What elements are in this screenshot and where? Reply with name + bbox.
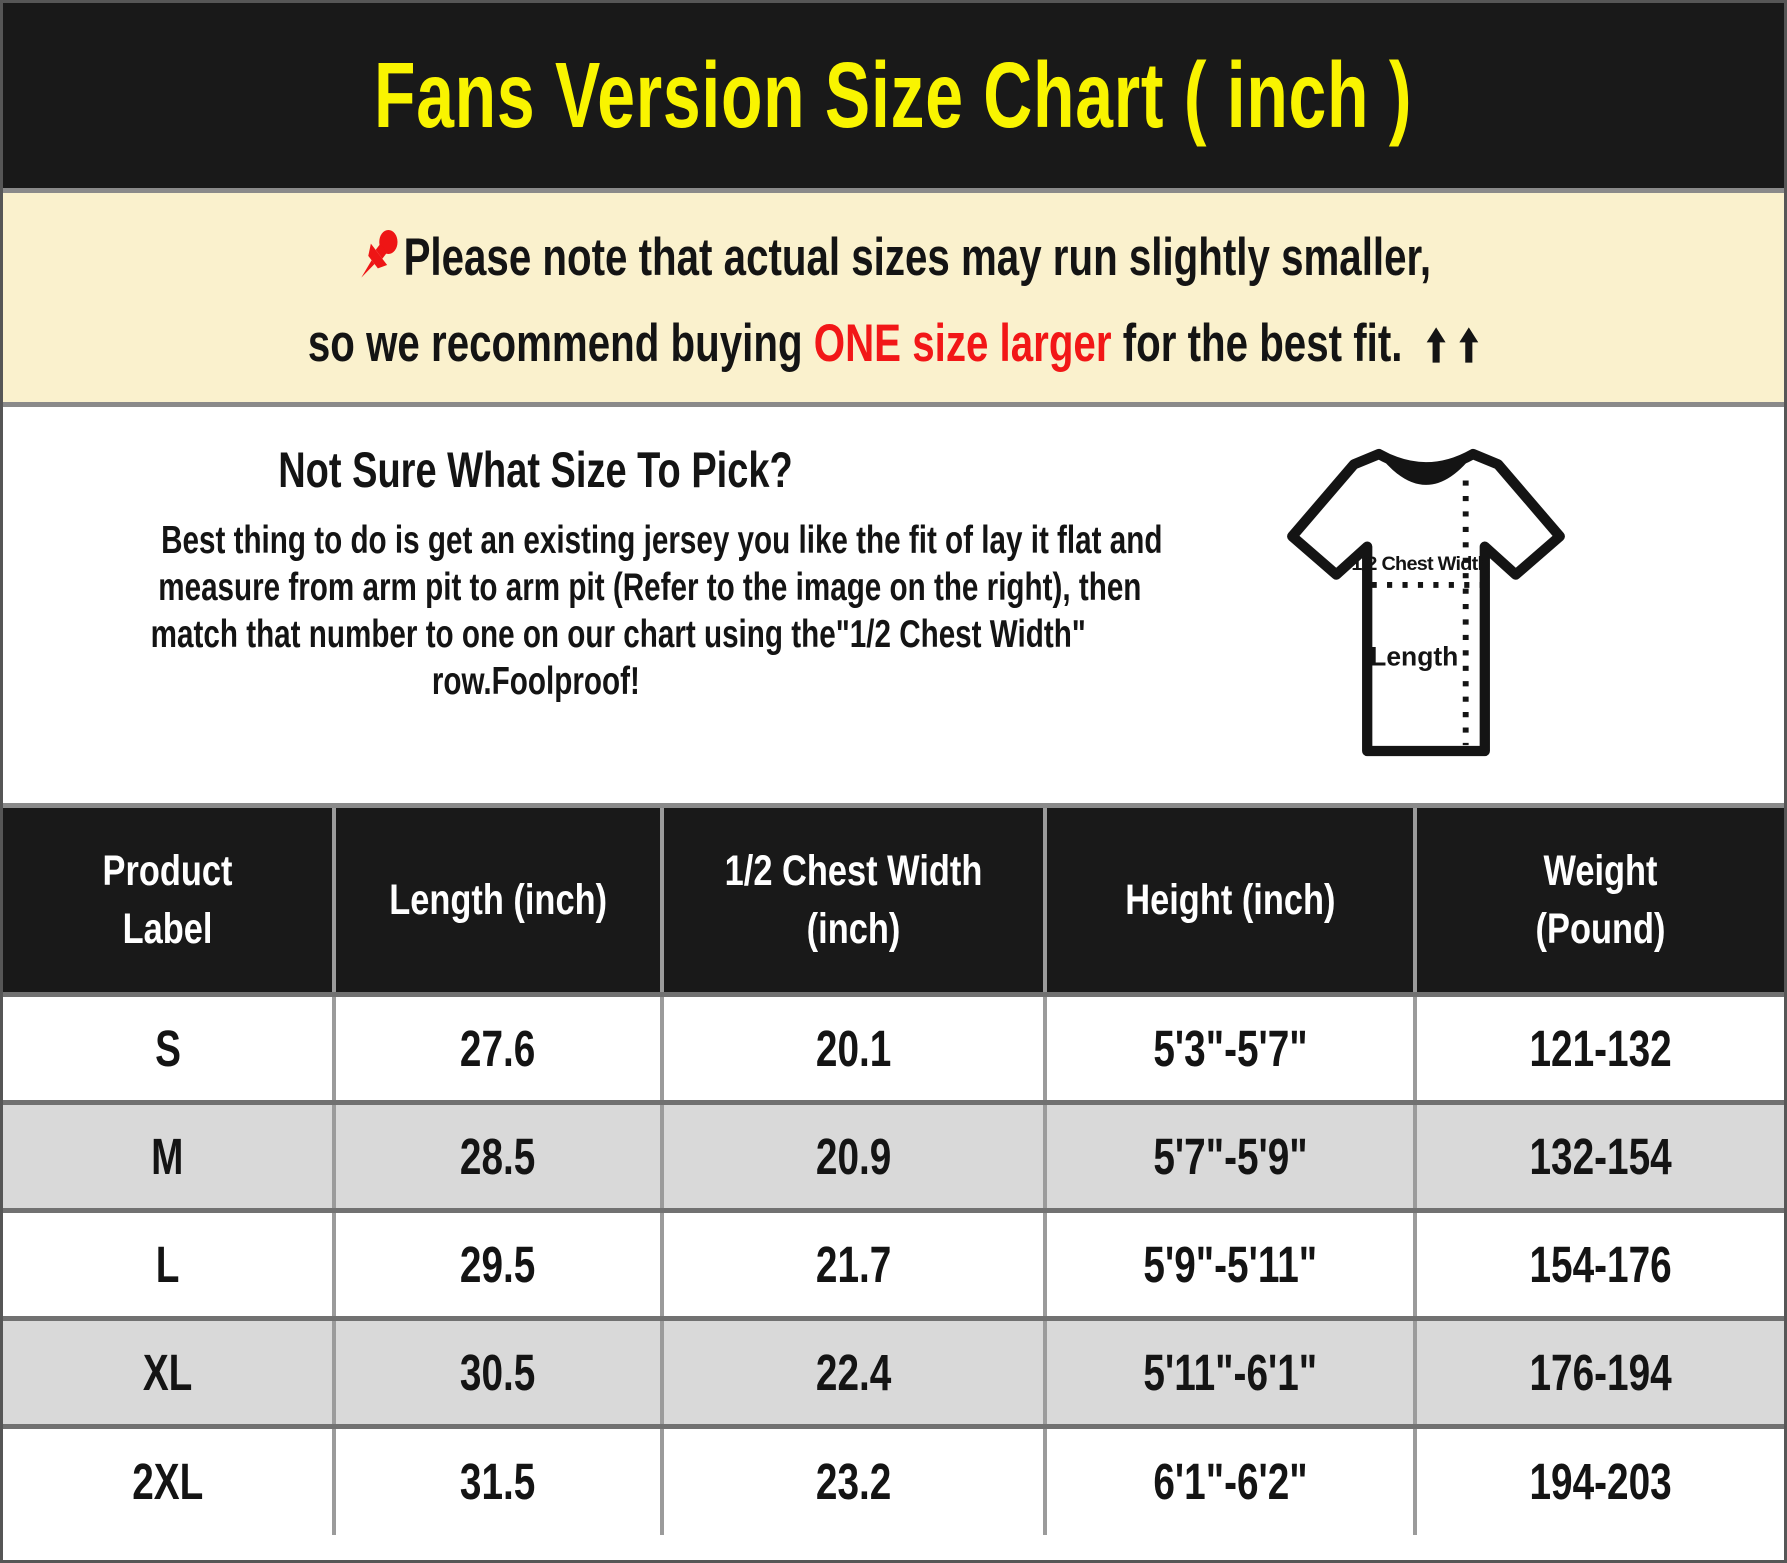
- size-label-cell: XL: [3, 1318, 335, 1427]
- table-row-size-l: L 29.5 21.7 5'9"-5'11" 154-176: [3, 1210, 1784, 1319]
- banner-recommend-text: so we recommend buying: [307, 314, 814, 373]
- height-cell: 5'7"-5'9": [1042, 1102, 1416, 1211]
- column-header-length: Length (inch): [332, 805, 662, 995]
- length-cell: 30.5: [332, 1318, 662, 1427]
- length-label: Length: [1370, 642, 1458, 672]
- up-arrow-icon: [1426, 327, 1446, 363]
- length-cell: 31.5: [332, 1426, 662, 1535]
- size-help-line: row.Foolproof!: [431, 660, 640, 703]
- size-label-cell: M: [3, 1102, 335, 1211]
- size-help-heading: Not Sure What Size To Pick?: [278, 442, 793, 498]
- up-arrow-icon: [1459, 327, 1479, 363]
- banner-line-2: so we recommend buying ONE size larger f…: [3, 317, 1784, 370]
- chest-width-cell: 21.7: [659, 1210, 1045, 1319]
- one-size-larger-highlight: ONE size larger: [813, 314, 1112, 373]
- chest-width-cell: 23.2: [659, 1426, 1045, 1535]
- size-table: Product Label Length (inch) 1/2 Chest Wi…: [3, 803, 1784, 1535]
- size-help-line: measure from arm pit to arm pit (Refer t…: [158, 566, 1142, 609]
- banner-line-1: Please note that actual sizes may run sl…: [3, 219, 1784, 291]
- weight-cell: 154-176: [1413, 1210, 1784, 1319]
- table-row-size-2xl: 2XL 31.5 23.2 6'1"-6'2" 194-203: [3, 1426, 1784, 1535]
- weight-cell: 176-194: [1413, 1318, 1784, 1427]
- chest-width-label: 1/2 Chest Width: [1351, 553, 1489, 575]
- title-bar: Fans Version Size Chart ( inch ): [3, 3, 1784, 188]
- column-header-weight: Weight (Pound): [1413, 805, 1784, 995]
- chest-width-cell: 22.4: [659, 1318, 1045, 1427]
- height-cell: 5'3"-5'7": [1042, 994, 1416, 1103]
- page-title: Fans Version Size Chart ( inch ): [374, 43, 1413, 147]
- height-cell: 5'11"-6'1": [1042, 1318, 1416, 1427]
- section-divider: [3, 188, 1784, 193]
- length-cell: 28.5: [332, 1102, 662, 1211]
- height-cell: 6'1"-6'2": [1042, 1426, 1416, 1535]
- size-help-line: Best thing to do is get an existing jers…: [161, 519, 1163, 562]
- length-cell: 29.5: [332, 1210, 662, 1319]
- size-label-cell: 2XL: [3, 1426, 335, 1535]
- size-label-cell: L: [3, 1210, 335, 1319]
- height-cell: 5'9"-5'11": [1042, 1210, 1416, 1319]
- size-table-header-row: Product Label Length (inch) 1/2 Chest Wi…: [3, 805, 1784, 995]
- note-banner: Please note that actual sizes may run sl…: [3, 193, 1784, 402]
- size-help-line: match that number to one on our chart us…: [150, 613, 1086, 656]
- table-row-size-m: M 28.5 20.9 5'7"-5'9" 132-154: [3, 1102, 1784, 1211]
- chest-width-cell: 20.1: [659, 994, 1045, 1103]
- weight-cell: 194-203: [1413, 1426, 1784, 1535]
- weight-cell: 132-154: [1413, 1102, 1784, 1211]
- size-label-cell: S: [3, 994, 335, 1103]
- banner-note-text: Please note that actual sizes may run sl…: [404, 228, 1432, 287]
- section-divider: [3, 402, 1784, 407]
- tshirt-measurement-diagram: 1/2 Chest Width Length: [1287, 448, 1565, 757]
- weight-cell: 121-132: [1413, 994, 1784, 1103]
- chest-width-cell: 20.9: [659, 1102, 1045, 1211]
- table-row-size-xl: XL 30.5 22.4 5'11"-6'1" 176-194: [3, 1318, 1784, 1427]
- column-header-product-label: Product Label: [3, 805, 335, 995]
- table-row-size-s: S 27.6 20.1 5'3"-5'7" 121-132: [3, 994, 1784, 1103]
- column-header-chest-width: 1/2 Chest Width (inch): [659, 805, 1045, 995]
- diagram-pane: 1/2 Chest Width Length: [1068, 407, 1784, 803]
- size-help-text: Not Sure What Size To Pick? Best thing t…: [3, 407, 1163, 803]
- column-header-height: Height (inch): [1042, 805, 1416, 995]
- size-help-section: Not Sure What Size To Pick? Best thing t…: [3, 407, 1784, 803]
- banner-best-fit-text: for the best fit.: [1111, 314, 1414, 373]
- red-pushpin-icon: [361, 229, 398, 278]
- length-cell: 27.6: [332, 994, 662, 1103]
